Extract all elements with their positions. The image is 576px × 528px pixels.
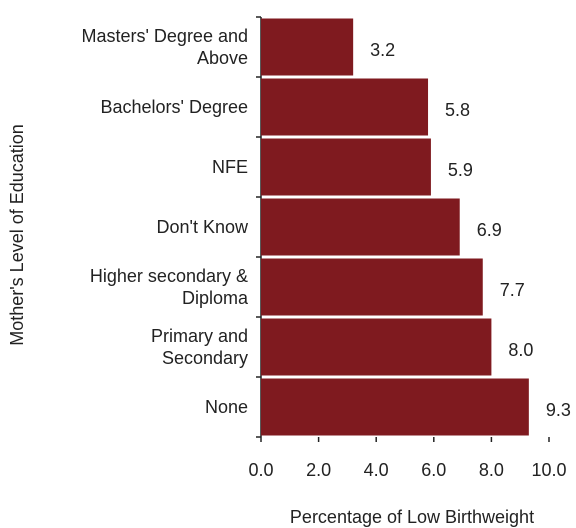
y-tick-label: Bachelors' Degree: [100, 97, 248, 117]
value-label: 7.7: [500, 280, 525, 300]
x-tick-label: 8.0: [479, 460, 504, 480]
value-label: 8.0: [508, 340, 533, 360]
value-label: 3.2: [370, 40, 395, 60]
bar: [261, 18, 354, 76]
value-label: 6.9: [477, 220, 502, 240]
bar: [261, 378, 529, 436]
x-axis-label: Percentage of Low Birthweight: [290, 507, 534, 527]
bar: [261, 138, 431, 196]
bar: [261, 258, 483, 316]
y-axis-label: Mother's Level of Education: [7, 124, 27, 346]
x-tick-label: 6.0: [421, 460, 446, 480]
x-tick-label: 2.0: [306, 460, 331, 480]
y-tick-label: Higher secondary & Diploma: [89, 266, 248, 308]
y-tick-label: Don't Know: [156, 217, 249, 237]
x-tick-label: 10.0: [531, 460, 566, 480]
x-tick-label: 4.0: [364, 460, 389, 480]
bar: [261, 198, 460, 256]
y-tick-label: Masters' Degree and Above: [81, 26, 248, 68]
bar: [261, 318, 492, 376]
y-tick-label: NFE: [212, 157, 248, 177]
y-tick-label: Primary and Secondary: [150, 326, 248, 368]
value-label: 5.8: [445, 100, 470, 120]
value-label: 9.3: [546, 400, 571, 420]
y-tick-label: None: [204, 397, 248, 417]
x-tick-label: 0.0: [248, 460, 273, 480]
bar: [261, 78, 429, 136]
value-label: 5.9: [448, 160, 473, 180]
